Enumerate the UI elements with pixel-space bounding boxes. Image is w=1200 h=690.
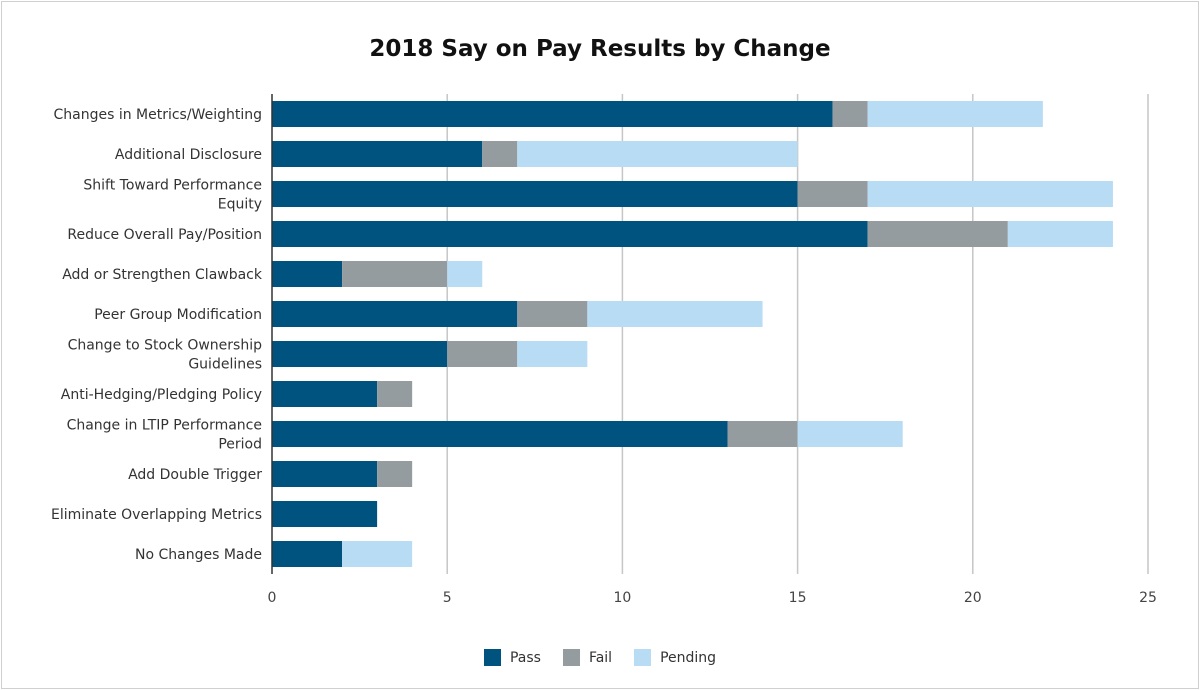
bar-fail [377,461,413,487]
legend-item-pending: Pending [634,649,716,666]
legend: Pass Fail Pending [0,649,1200,666]
category-label: Reduce Overall Pay/Position [67,227,262,243]
bar-pass [272,261,343,287]
x-tick-label: 0 [268,590,277,606]
bars [272,101,1113,567]
x-tick-label: 20 [964,590,982,606]
bar-pass [272,141,483,167]
legend-swatch [562,649,580,666]
bar-pending [867,101,1043,127]
bar-fail [377,381,413,407]
bar-pending [587,301,763,327]
x-axis-ticks: 0 5 10 15 20 25 [268,590,1157,606]
bar-fail [727,421,798,447]
category-label: Additional Disclosure [115,147,262,163]
category-label: Anti-Hedging/Pledging Policy [61,387,262,403]
legend-label: Pass [509,649,541,666]
x-tick-label: 5 [443,590,452,606]
grid-lines [446,94,1149,574]
legend-label: Fail [588,649,613,666]
bar-pending [797,421,903,447]
bar-pending [1007,221,1113,247]
bar-pass [272,301,518,327]
bar-pass [272,541,343,567]
bar-pass [272,421,728,447]
category-label: Change in LTIP Performance Period [67,418,262,453]
category-label: Add or Strengthen Clawback [62,267,263,283]
category-label: Changes in Metrics/Weighting [53,107,262,123]
x-tick-label: 15 [789,590,807,606]
legend-item-fail: Fail [562,649,613,666]
chart-title: 2018 Say on Pay Results by Change [369,36,831,62]
bar-fail [517,301,588,327]
legend-swatch [634,649,652,666]
bar-fail [797,181,868,207]
x-tick-label: 25 [1139,590,1157,606]
bar-fail [832,101,868,127]
bar-pending [447,261,483,287]
legend-label: Pending [660,649,717,666]
bar-pending [517,341,588,367]
bar-pending [867,181,1113,207]
bar-pass [272,381,378,407]
legend-item-pass: Pass [483,649,541,666]
x-tick-label: 10 [613,590,631,606]
legend-swatch [483,649,501,666]
category-label: Eliminate Overlapping Metrics [51,507,262,523]
bar-fail [867,221,1008,247]
category-label: Add Double Trigger [128,467,262,483]
bar-pass [272,341,448,367]
category-label: Shift Toward Performance Equity [83,178,262,213]
bar-fail [342,261,448,287]
bar-pass [272,101,833,127]
bar-pass [272,461,378,487]
bar-pass [272,181,798,207]
category-label: Change to Stock Ownership Guidelines [68,338,263,373]
bar-pending [342,541,413,567]
bar-pass [272,501,378,527]
bar-pass [272,221,868,247]
category-label: Peer Group Modification [94,307,262,323]
category-label: No Changes Made [135,547,262,563]
bar-fail [447,341,518,367]
category-labels: Changes in Metrics/Weighting Additional D… [51,107,263,563]
bar-fail [482,141,518,167]
bar-pending [517,141,798,167]
